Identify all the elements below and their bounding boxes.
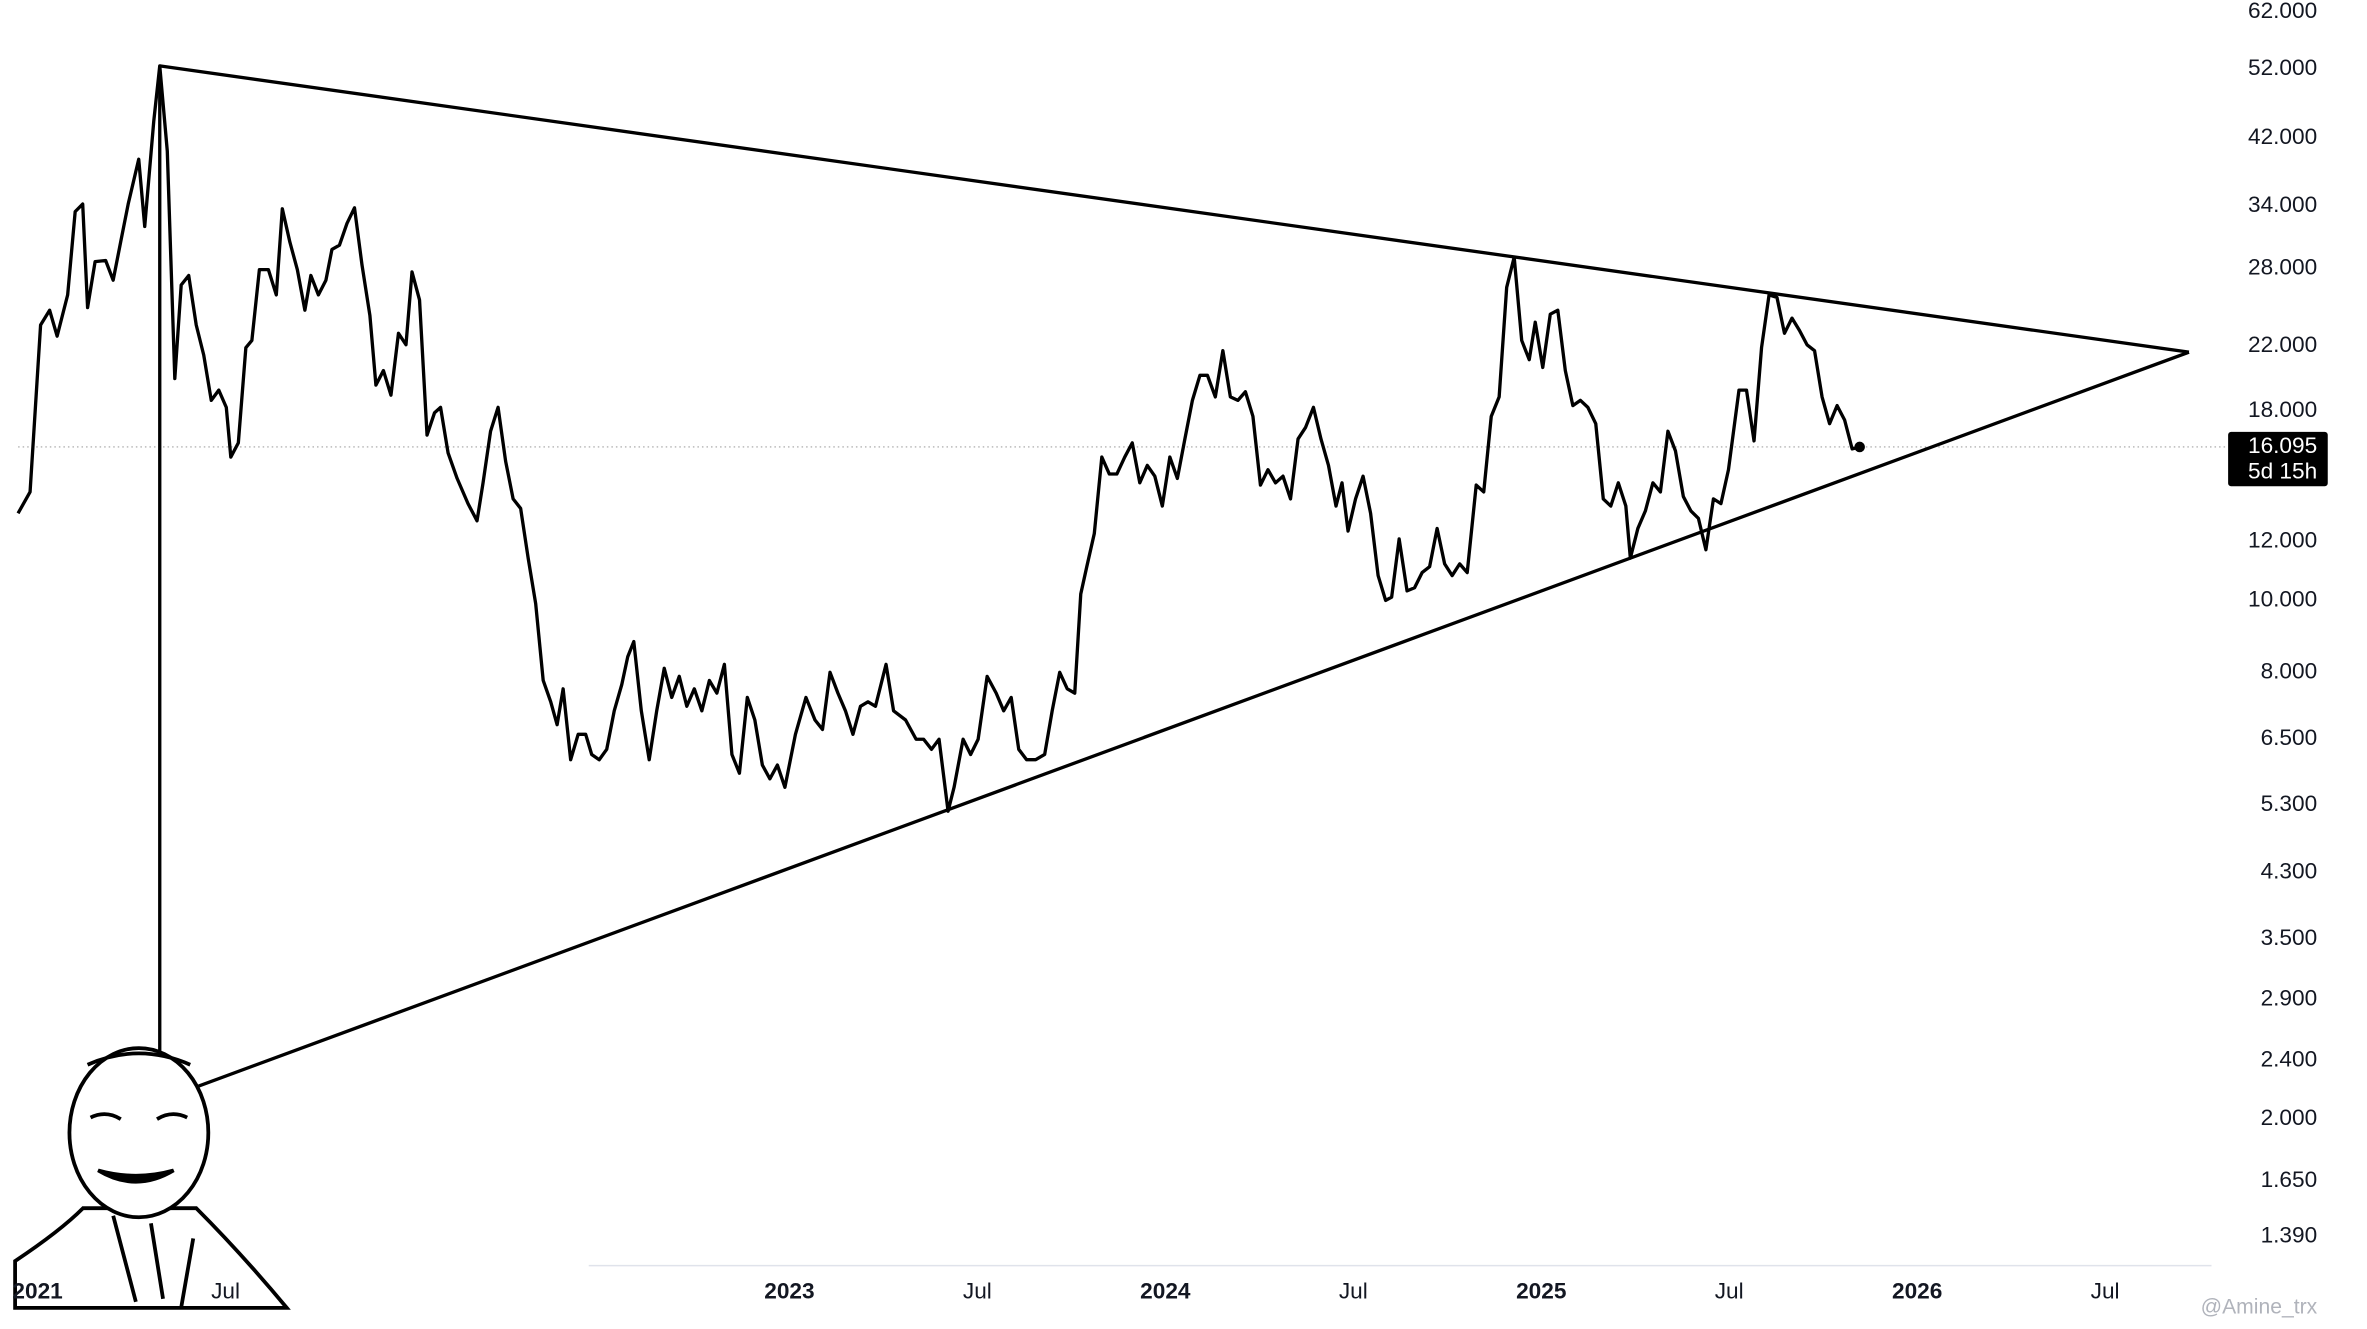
x-tick-label: 2021 [12, 1279, 62, 1304]
price-line [16, 64, 1861, 813]
y-tick-label: 5.300 [2261, 791, 2318, 816]
trendline [159, 350, 2190, 1102]
y-tick-label: 42.000 [2248, 124, 2317, 149]
x-tick-label: Jul [1715, 1279, 1744, 1304]
y-tick-label: 4.300 [2261, 858, 2318, 883]
y-tick-label: 2.900 [2261, 985, 2318, 1010]
x-tick-label: 2023 [764, 1279, 814, 1304]
y-tick-label: 2.400 [2261, 1046, 2318, 1071]
y-tick-label: 6.500 [2261, 725, 2318, 750]
x-tick-label: 2024 [1140, 1279, 1191, 1304]
x-tick-label: 2026 [1892, 1279, 1942, 1304]
y-tick-label: 1.650 [2261, 1167, 2318, 1192]
trendline [159, 64, 2190, 354]
y-tick-label: 1.390 [2261, 1222, 2318, 1247]
avatar-illustration [0, 1046, 589, 1329]
x-tick-label: 2025 [1516, 1279, 1566, 1304]
watermark: @Amine_trx [2201, 1295, 2318, 1318]
price-label-box [2228, 431, 2328, 487]
y-tick-label: 8.000 [2261, 658, 2318, 683]
y-tick-label: 34.000 [2248, 192, 2317, 217]
y-tick-label: 62.000 [2248, 0, 2317, 23]
y-tick-label: 12.000 [2248, 528, 2317, 553]
x-tick-label: Jul [2091, 1279, 2120, 1304]
y-tick-label: 3.500 [2261, 925, 2318, 950]
x-tick-label: Jul [211, 1279, 240, 1304]
plot-area [16, 64, 2229, 1102]
y-tick-label: 52.000 [2248, 55, 2317, 80]
price-countdown: 5d 15h [2248, 459, 2317, 484]
y-tick-label: 28.000 [2248, 254, 2317, 279]
price-label: 16.095 [2248, 433, 2317, 458]
y-tick-label: 22.000 [2248, 332, 2317, 357]
x-tick-label: Jul [1339, 1279, 1368, 1304]
x-tick-label: Jul [963, 1279, 992, 1304]
y-tick-label: 10.000 [2248, 586, 2317, 611]
y-tick-label: 18.000 [2248, 397, 2317, 422]
last-point [1854, 441, 1865, 453]
y-tick-label: 2.000 [2261, 1105, 2318, 1130]
